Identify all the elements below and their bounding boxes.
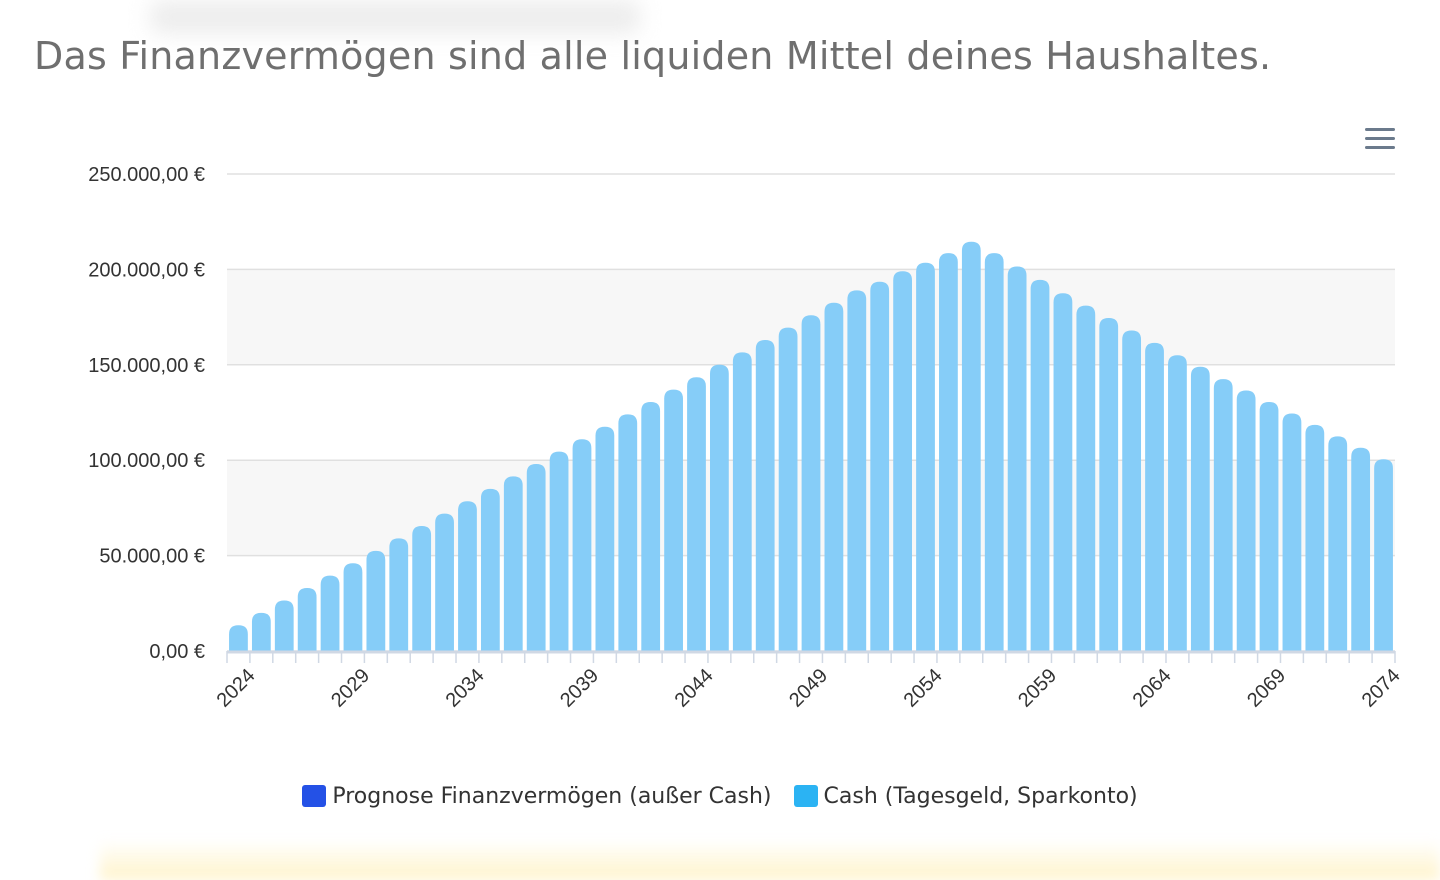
- bar-cash-2048: [778, 327, 798, 651]
- bar-cash-2037: [526, 464, 546, 651]
- bar-cash-2044: [687, 377, 706, 651]
- bar-cash-2031: [389, 538, 409, 651]
- bar-cash-2033: [435, 513, 454, 651]
- bar-cash-2071: [1305, 424, 1325, 651]
- bar-cash-2064: [1145, 342, 1164, 651]
- bar-cash-2069: [1259, 402, 1279, 651]
- bar-cash-2049: [801, 315, 821, 651]
- legend-item-cash[interactable]: Cash (Tagesgeld, Sparkonto): [793, 783, 1138, 809]
- y-tick-label: 150.000,00 €: [88, 355, 205, 377]
- bar-cash-2057: [984, 253, 1004, 651]
- bar-cash-2073: [1351, 447, 1371, 651]
- x-tick-label: 2059: [1014, 665, 1061, 712]
- bar-cash-2028: [320, 575, 340, 651]
- chart-legend: Prognose Finanzvermögen (außer Cash) Cas…: [0, 780, 1440, 812]
- bar-cash-2072: [1328, 436, 1348, 651]
- bar-cash-2024: [229, 625, 248, 651]
- bar-cash-2039: [572, 439, 592, 651]
- bar-cash-2063: [1122, 330, 1142, 651]
- bar-cash-2067: [1213, 379, 1233, 651]
- y-tick-label: 0,00 €: [149, 641, 205, 663]
- bar-cash-2061: [1076, 305, 1096, 651]
- bar-cash-2036: [503, 476, 523, 651]
- bar-cash-2066: [1190, 366, 1210, 651]
- x-tick-label: 2044: [671, 665, 718, 712]
- bar-cash-2054: [916, 262, 935, 651]
- legend-item-prognose[interactable]: Prognose Finanzvermögen (außer Cash): [302, 783, 772, 809]
- legend-swatch-cash: [793, 785, 818, 807]
- bar-cash-2060: [1053, 293, 1073, 651]
- x-tick-label: 2064: [1129, 665, 1176, 712]
- bar-cash-2045: [710, 364, 729, 651]
- bar-cash-2050: [824, 302, 844, 651]
- x-tick-label: 2069: [1243, 665, 1290, 712]
- bar-cash-2025: [251, 612, 271, 651]
- x-axis-labels: 2024 2029 2034 2039 2044 2049 2054 2059 2064 2069…: [213, 665, 1405, 712]
- bottom-highlight: [100, 840, 1440, 880]
- bar-cash-2026: [274, 600, 294, 651]
- bar-cash-2042: [641, 402, 661, 651]
- bar-cash-2051: [847, 290, 867, 651]
- legend-swatch-prognose: [302, 785, 327, 807]
- bar-cash-2047: [755, 339, 775, 651]
- legend-label-cash: Cash (Tagesgeld, Sparkonto): [823, 783, 1138, 809]
- bar-cash-2053: [893, 271, 912, 651]
- bar-cash-2040: [595, 426, 615, 651]
- y-tick-label: 100.000,00 €: [88, 450, 205, 472]
- bar-cash-2062: [1099, 318, 1119, 651]
- x-axis: [226, 650, 1396, 663]
- hamburger-menu-icon-line: [1365, 137, 1395, 140]
- bar-cash-2074: [1374, 459, 1393, 651]
- x-tick-label: 2034: [442, 665, 489, 712]
- bar-cash-2059: [1030, 279, 1050, 651]
- bar-cash-2065: [1168, 355, 1187, 651]
- legend-label-prognose: Prognose Finanzvermögen (außer Cash): [332, 783, 772, 809]
- bar-chart: 0,00 € 50.000,00 € 100.000,00 € 150.000,00 …: [88, 164, 1405, 712]
- x-tick-label: 2049: [785, 665, 832, 712]
- y-tick-label: 200.000,00 €: [88, 259, 205, 281]
- bar-cash-2034: [458, 501, 477, 651]
- bar-cash-2032: [412, 526, 432, 651]
- bar-cash-2046: [732, 352, 752, 651]
- page-headline: Das Finanzvermögen sind alle liquiden Mi…: [34, 34, 1272, 78]
- bar-cash-2043: [664, 389, 683, 651]
- bar-cash-2029: [343, 563, 363, 651]
- chart-bars: [229, 241, 1393, 651]
- x-tick-label: 2054: [900, 665, 947, 712]
- bar-cash-2056: [961, 241, 981, 651]
- hamburger-menu-icon: [1365, 128, 1395, 131]
- x-tick-label: 2024: [213, 665, 260, 712]
- bar-cash-2030: [366, 550, 386, 651]
- y-axis-labels: 0,00 € 50.000,00 € 100.000,00 € 150.000,00 …: [88, 164, 205, 663]
- bar-cash-2070: [1282, 413, 1302, 651]
- y-tick-label: 50.000,00 €: [99, 546, 205, 568]
- x-tick-label: 2039: [556, 665, 603, 712]
- bar-cash-2068: [1236, 390, 1256, 651]
- x-tick-label: 2029: [327, 665, 374, 712]
- chart-menu-button[interactable]: [1360, 124, 1400, 154]
- y-tick-label: 250.000,00 €: [88, 164, 205, 186]
- blurred-header-text: [150, 0, 640, 34]
- bar-cash-2038: [549, 451, 569, 651]
- x-tick-label: 2074: [1358, 665, 1405, 712]
- bar-cash-2027: [297, 588, 317, 651]
- bar-cash-2055: [939, 253, 958, 651]
- hamburger-menu-icon-line: [1365, 146, 1395, 149]
- bar-cash-2058: [1007, 266, 1027, 651]
- bar-cash-2041: [618, 414, 638, 651]
- bar-cash-2052: [870, 281, 890, 651]
- bar-cash-2035: [480, 488, 500, 651]
